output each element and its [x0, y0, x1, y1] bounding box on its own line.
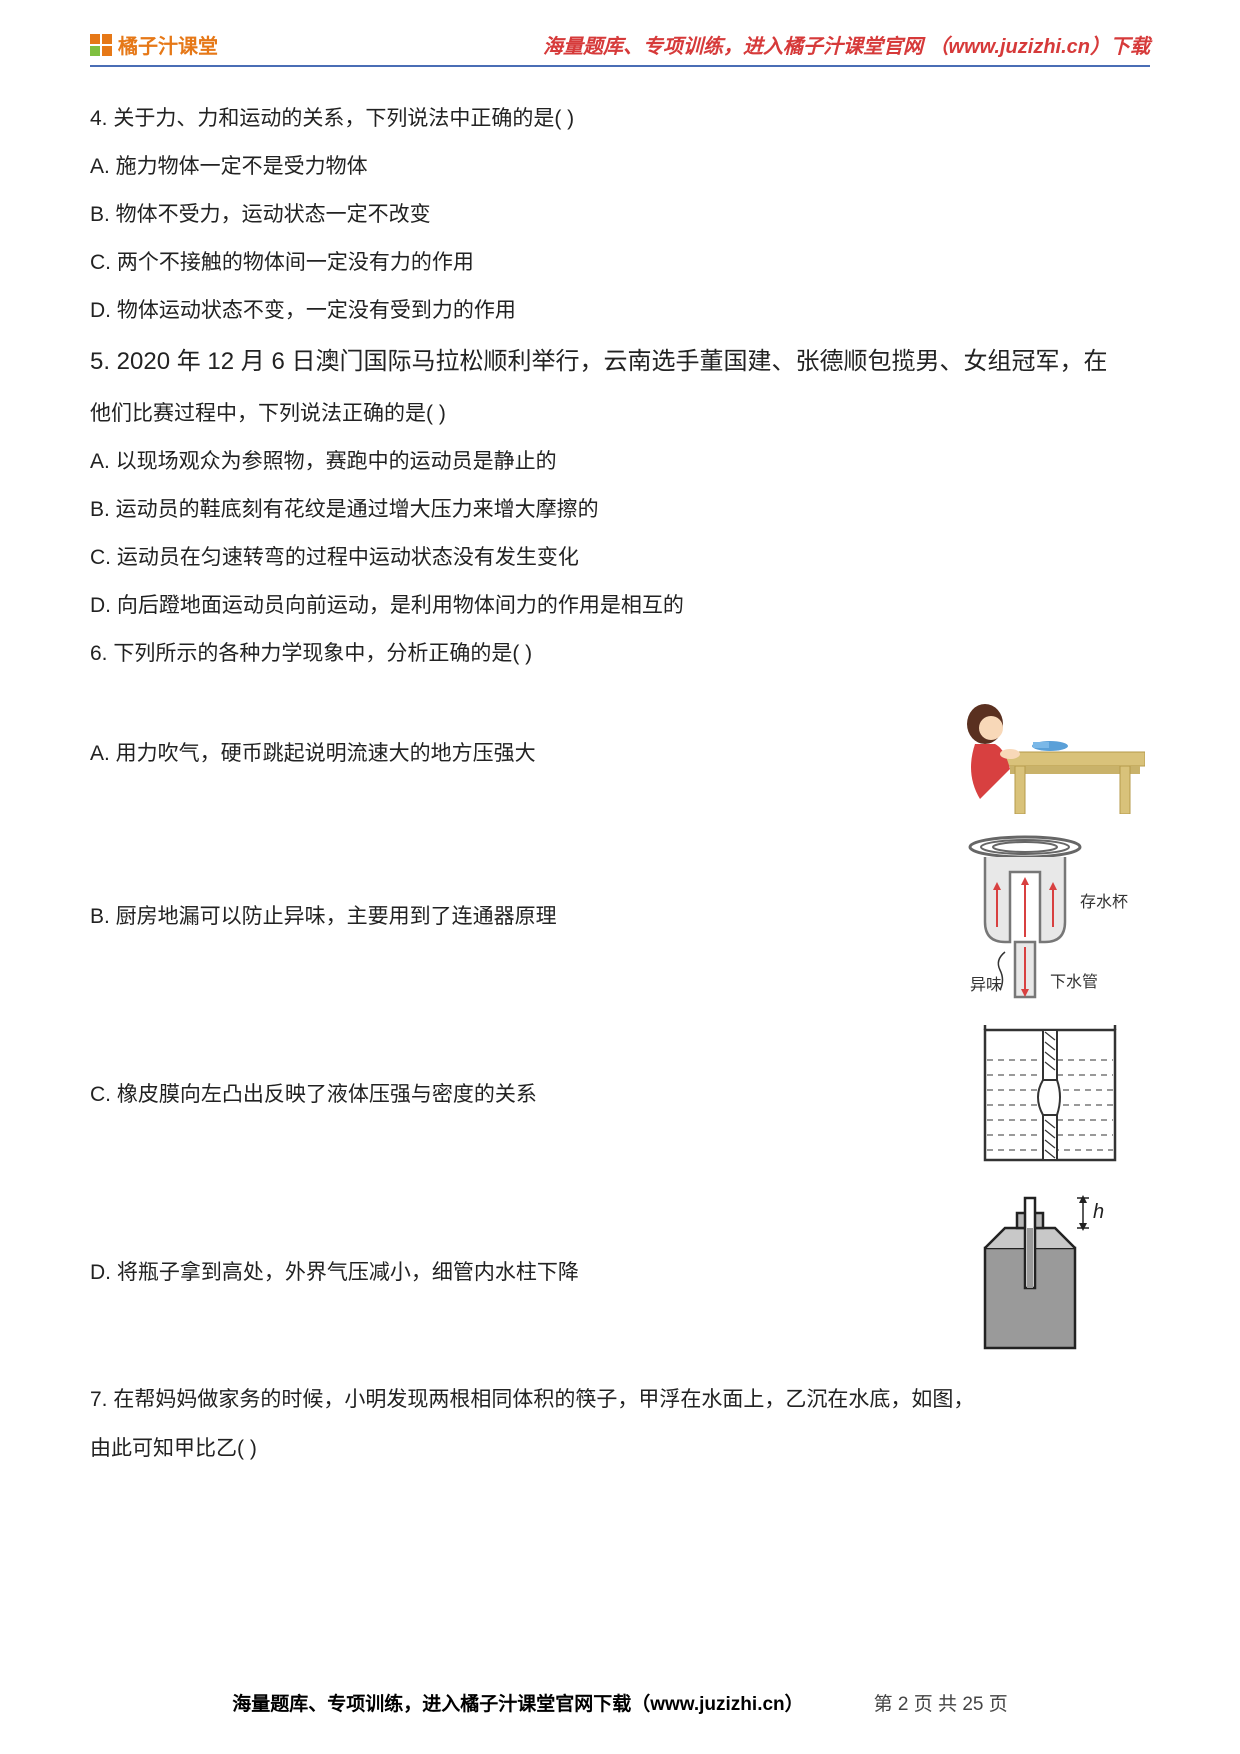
q6-stem: 6. 下列所示的各种力学现象中，分析正确的是( ) — [90, 632, 1150, 676]
drain-trap-icon: 存水杯 下水管 异味 — [950, 832, 1150, 1002]
q6-option-b: B. 厨房地漏可以防止异味，主要用到了连通器原理 — [90, 895, 950, 939]
page-footer: 海量题库、专项训练，进入橘子汁课堂官网下载（www.juzizhi.cn） 第 … — [0, 1689, 1240, 1716]
q5-option-a: A. 以现场观众为参照物，赛跑中的运动员是静止的 — [90, 440, 1150, 484]
footer-text: 海量题库、专项训练，进入橘子汁课堂官网下载（www.juzizhi.cn） — [232, 1689, 803, 1716]
q6-option-d-row: D. 将瓶子拿到高处，外界气压减小，细管内水柱下降 h — [90, 1188, 1150, 1358]
q5-option-b: B. 运动员的鞋底刻有花纹是通过增大压力来增大摩擦的 — [90, 488, 1150, 532]
q6-illus-a — [950, 694, 1150, 814]
header-tagline: 海量题库、专项训练，进入橘子汁课堂官网 （www.juzizhi.cn）下载 — [543, 30, 1150, 59]
brand-name: 橘子汁课堂 — [118, 30, 218, 59]
q5-stem-text: 5. 2020 年 12 月 6 日澳门国际马拉松顺利举行，云南选手董国建、张德… — [90, 348, 1107, 375]
q5-stem-line2: 他们比赛过程中，下列说法正确的是( ) — [90, 392, 1150, 436]
q5-option-c: C. 运动员在匀速转弯的过程中运动状态没有发生变化 — [90, 536, 1150, 580]
q6-option-c-row: C. 橡皮膜向左凸出反映了液体压强与密度的关系 — [90, 1020, 1150, 1170]
q4-option-a: A. 施力物体一定不是受力物体 — [90, 145, 1150, 189]
brand-block: 橘子汁课堂 — [90, 30, 218, 59]
q6-illus-c — [950, 1020, 1150, 1170]
q6-option-a-row: A. 用力吹气，硬币跳起说明流速大的地方压强大 — [90, 694, 1150, 814]
q6-option-c: C. 橡皮膜向左凸出反映了液体压强与密度的关系 — [90, 1073, 950, 1117]
q6-option-d: D. 将瓶子拿到高处，外界气压减小，细管内水柱下降 — [90, 1251, 950, 1295]
trap-cup-label: 存水杯 — [1080, 893, 1128, 911]
beaker-membrane-icon — [975, 1020, 1125, 1170]
drain-pipe-label: 下水管 — [1050, 973, 1098, 991]
q4-option-b: B. 物体不受力，运动状态一定不改变 — [90, 193, 1150, 237]
q7-stem-line1: 7. 在帮妈妈做家务的时候，小明发现两根相同体积的筷子，甲浮在水面上，乙沉在水底… — [90, 1378, 1150, 1422]
smell-label: 异味 — [970, 976, 1002, 994]
q4-option-c: C. 两个不接触的物体间一定没有力的作用 — [90, 241, 1150, 285]
q5-option-d: D. 向后蹬地面运动员向前运动，是利用物体间力的作用是相互的 — [90, 584, 1150, 628]
brand-logo-icon — [90, 34, 112, 56]
q6-illus-d: h — [950, 1188, 1150, 1358]
height-label: h — [1093, 1201, 1104, 1223]
q6-option-b-row: B. 厨房地漏可以防止异味，主要用到了连通器原理 存水杯 下水管 异味 — [90, 832, 1150, 1002]
q7-stem-line2: 由此可知甲比乙( ) — [90, 1427, 1150, 1471]
girl-table-icon — [955, 694, 1145, 814]
footer-page-num: 第 2 页 共 25 页 — [874, 1689, 1008, 1716]
q4-option-d: D. 物体运动状态不变，一定没有受到力的作用 — [90, 289, 1150, 333]
q6-illus-b: 存水杯 下水管 异味 — [950, 832, 1150, 1002]
page-header: 橘子汁课堂 海量题库、专项训练，进入橘子汁课堂官网 （www.juzizhi.c… — [90, 30, 1150, 67]
content-area: 4. 关于力、力和运动的关系，下列说法中正确的是( ) A. 施力物体一定不是受… — [90, 97, 1150, 1471]
q4-stem: 4. 关于力、力和运动的关系，下列说法中正确的是( ) — [90, 97, 1150, 141]
q6-option-a: A. 用力吹气，硬币跳起说明流速大的地方压强大 — [90, 732, 950, 776]
bottle-tube-icon: h — [965, 1188, 1135, 1358]
q5-stem-line1: 5. 2020 年 12 月 6 日澳门国际马拉松顺利举行，云南选手董国建、张德… — [90, 337, 1150, 387]
